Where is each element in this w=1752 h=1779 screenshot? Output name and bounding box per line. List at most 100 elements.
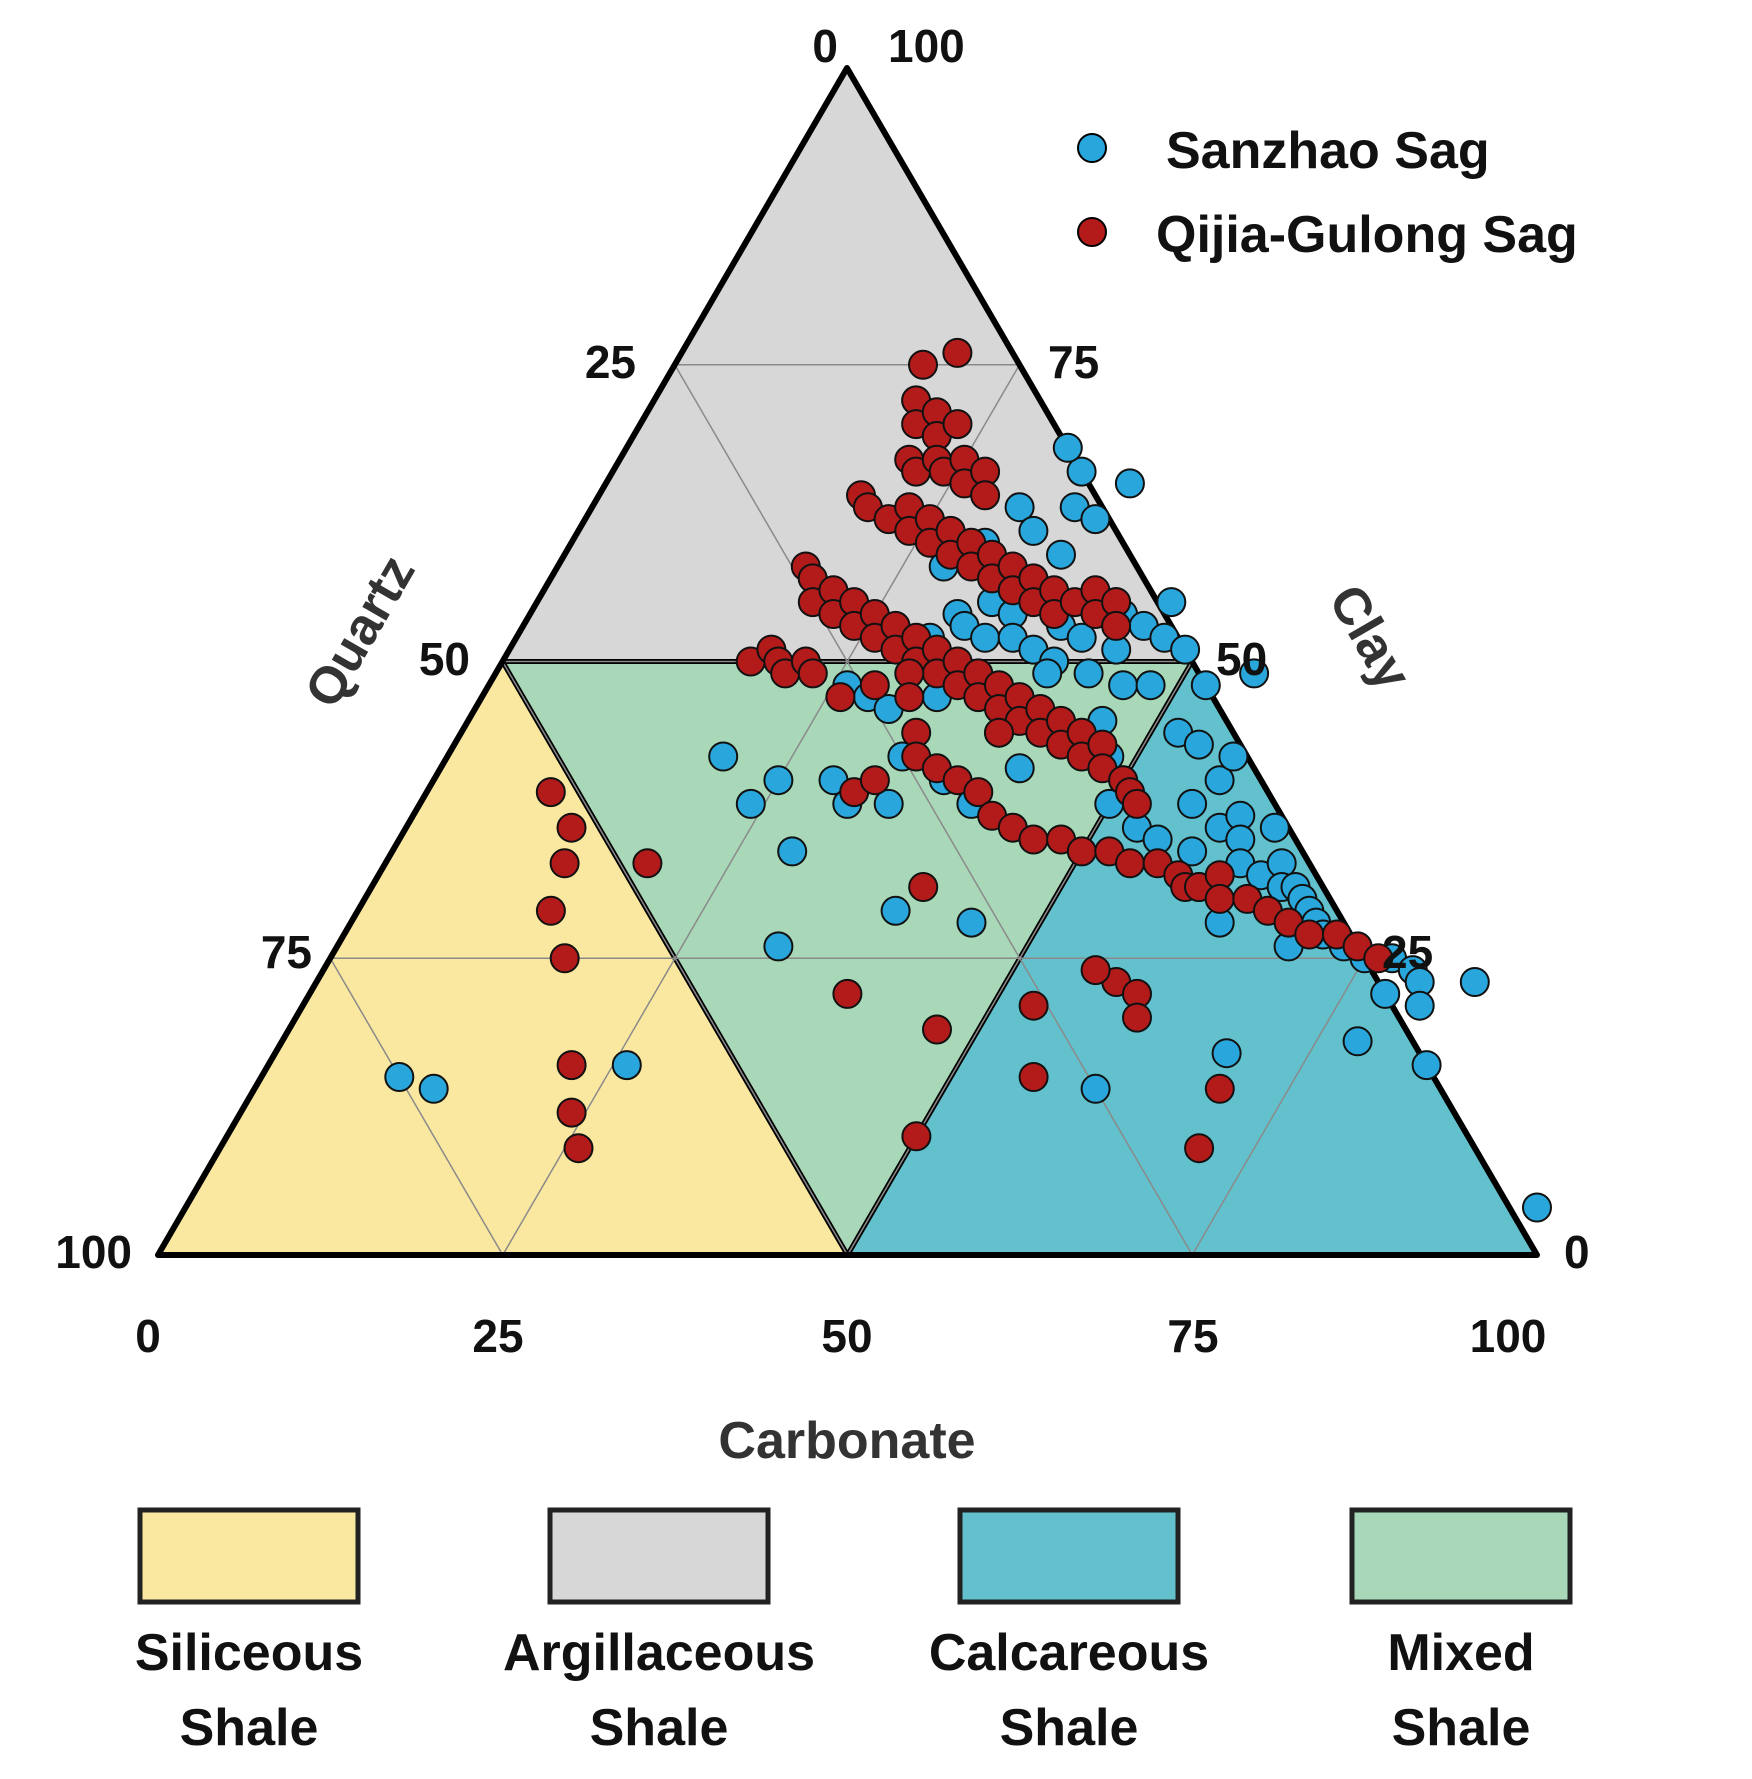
data-point-sanzhao-sag xyxy=(880,895,911,926)
data-point-sanzhao-sag xyxy=(1259,812,1290,843)
data-points xyxy=(384,337,1552,1223)
data-point-sanzhao-sag xyxy=(777,836,808,867)
data-point-sanzhao-sag xyxy=(418,1073,449,1104)
data-point-sanzhao-sag xyxy=(873,788,904,819)
series-legend: Sanzhao Sag Qijia-Gulong Sag xyxy=(1077,122,1578,264)
key-swatch-argillaceous-shale xyxy=(547,1507,771,1605)
key-label-siliceous-line2: Shale xyxy=(180,1699,319,1757)
grid-line xyxy=(329,957,504,1256)
data-point-sanzhao-sag xyxy=(956,907,987,938)
bottom-tick-50: 50 xyxy=(821,1310,872,1362)
data-point-qijia-gulong-sag xyxy=(859,670,890,701)
data-point-qijia-gulong-sag xyxy=(556,1097,587,1128)
data-point-sanzhao-sag xyxy=(1004,492,1035,523)
data-point-qijia-gulong-sag xyxy=(942,409,973,440)
bottom-tick-25: 25 xyxy=(472,1310,523,1362)
shale-class-key: Siliceous Shale Argillaceous Shale Calca… xyxy=(135,1507,1573,1757)
data-point-qijia-gulong-sag xyxy=(549,848,580,879)
legend-label-qijia-gulong-sag: Qijia-Gulong Sag xyxy=(1156,206,1578,264)
right-tick-100: 100 xyxy=(888,20,965,72)
data-point-qijia-gulong-sag xyxy=(963,777,994,808)
data-point-sanzhao-sag xyxy=(1080,1073,1111,1104)
data-point-qijia-gulong-sag xyxy=(970,480,1001,511)
data-point-sanzhao-sag xyxy=(1135,670,1166,701)
key-swatch-mixed-shale xyxy=(1349,1507,1573,1605)
data-point-sanzhao-sag xyxy=(1156,587,1187,618)
data-point-qijia-gulong-sag xyxy=(1122,1002,1152,1033)
bottom-tick-100: 100 xyxy=(1470,1310,1547,1362)
left-axis-title: Quartz xyxy=(294,546,427,718)
data-point-qijia-gulong-sag xyxy=(1121,788,1152,819)
data-point-sanzhao-sag xyxy=(1177,788,1208,819)
left-tick-75: 75 xyxy=(261,926,312,978)
data-point-sanzhao-sag xyxy=(1066,622,1097,653)
data-point-sanzhao-sag xyxy=(1218,741,1249,772)
data-point-sanzhao-sag xyxy=(1073,658,1104,689)
right-axis-ticks: 0 25 50 75 100 xyxy=(888,20,1590,1278)
data-point-qijia-gulong-sag xyxy=(1018,990,1049,1021)
data-point-qijia-gulong-sag xyxy=(1018,824,1049,855)
data-point-qijia-gulong-sag xyxy=(908,349,938,380)
data-point-sanzhao-sag xyxy=(1342,1026,1373,1057)
data-point-qijia-gulong-sag xyxy=(1101,610,1132,641)
key-label-mixed-line2: Shale xyxy=(1392,1699,1531,1757)
legend-label-sanzhao-sag: Sanzhao Sag xyxy=(1166,122,1490,180)
grid-line xyxy=(674,364,1193,1256)
data-point-qijia-gulong-sag xyxy=(1363,943,1394,974)
data-point-sanzhao-sag xyxy=(1411,1050,1442,1081)
data-point-qijia-gulong-sag xyxy=(1018,1062,1049,1092)
key-label-mixed-line1: Mixed xyxy=(1387,1624,1534,1682)
data-point-sanzhao-sag xyxy=(1052,432,1083,463)
left-tick-100: 100 xyxy=(55,1226,132,1278)
right-tick-25: 25 xyxy=(1382,926,1433,978)
data-point-sanzhao-sag xyxy=(1183,729,1214,760)
right-tick-0: 0 xyxy=(1564,1226,1590,1278)
data-point-sanzhao-sag xyxy=(1066,456,1097,487)
data-point-qijia-gulong-sag xyxy=(549,943,580,974)
data-point-qijia-gulong-sag xyxy=(1080,955,1111,986)
left-tick-0: 0 xyxy=(812,20,838,72)
data-point-sanzhao-sag xyxy=(1080,504,1111,535)
data-point-sanzhao-sag xyxy=(708,741,739,772)
legend-marker-qijia-gulong-sag xyxy=(1077,217,1107,247)
data-point-sanzhao-sag xyxy=(1046,539,1076,570)
key-label-calcareous-line1: Calcareous xyxy=(929,1624,1209,1682)
data-point-qijia-gulong-sag xyxy=(942,337,973,368)
right-tick-75: 75 xyxy=(1048,336,1099,388)
left-tick-25: 25 xyxy=(585,336,636,388)
bottom-tick-0: 0 xyxy=(135,1310,161,1362)
data-point-sanzhao-sag xyxy=(763,765,794,796)
data-point-sanzhao-sag xyxy=(1211,1038,1242,1069)
data-point-sanzhao-sag xyxy=(970,622,1001,653)
key-label-siliceous-line1: Siliceous xyxy=(135,1624,363,1682)
data-point-qijia-gulong-sag xyxy=(832,978,863,1009)
data-point-qijia-gulong-sag xyxy=(894,682,925,713)
key-label-calcareous-line2: Shale xyxy=(1000,1699,1139,1757)
data-point-qijia-gulong-sag xyxy=(797,658,828,689)
data-point-qijia-gulong-sag xyxy=(859,765,890,796)
data-point-sanzhao-sag xyxy=(1522,1192,1552,1223)
key-swatch-siliceous-shale xyxy=(137,1507,361,1605)
data-point-qijia-gulong-sag xyxy=(1204,1073,1235,1104)
data-point-qijia-gulong-sag xyxy=(901,1121,932,1152)
data-point-qijia-gulong-sag xyxy=(535,777,566,808)
grid-line xyxy=(501,661,849,1256)
right-axis-title: Clay xyxy=(1317,575,1422,699)
left-tick-50: 50 xyxy=(419,633,470,685)
data-point-sanzhao-sag xyxy=(1239,658,1270,689)
bottom-axis-ticks: 0 25 50 75 100 xyxy=(135,1310,1546,1362)
data-point-qijia-gulong-sag xyxy=(1294,919,1325,950)
data-point-sanzhao-sag xyxy=(735,788,766,819)
grid-line xyxy=(1191,957,1366,1256)
data-point-sanzhao-sag xyxy=(1404,990,1435,1021)
data-point-qijia-gulong-sag xyxy=(1184,1133,1215,1164)
grid-line xyxy=(846,661,1193,1256)
right-tick-50: 50 xyxy=(1216,633,1267,685)
data-point-qijia-gulong-sag xyxy=(556,812,587,843)
data-point-sanzhao-sag xyxy=(1370,978,1401,1009)
data-point-qijia-gulong-sag xyxy=(563,1133,594,1164)
legend-marker-sanzhao-sag xyxy=(1077,133,1107,163)
data-point-sanzhao-sag xyxy=(1004,753,1035,784)
left-axis-ticks: 0 25 50 75 100 xyxy=(55,20,838,1278)
